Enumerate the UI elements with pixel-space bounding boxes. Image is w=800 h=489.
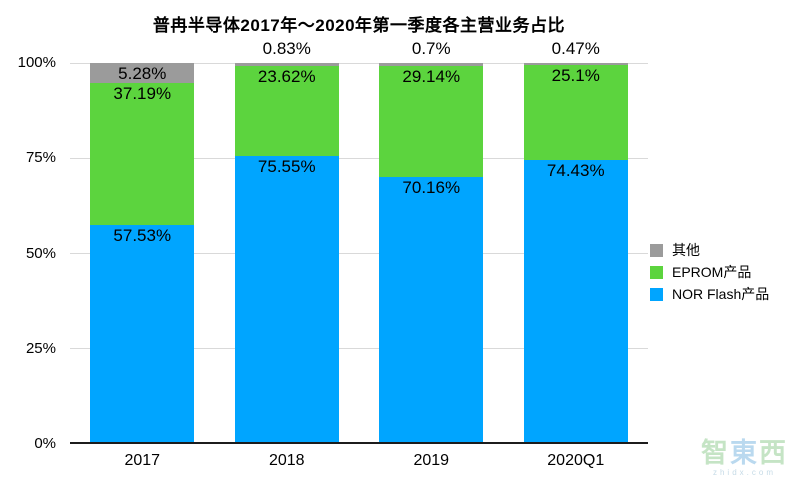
bar-2018: 75.55% 23.62%: [234, 63, 339, 444]
gridline-75: [70, 157, 648, 159]
bar-value-label: 70.16%: [402, 177, 461, 197]
bar-segment: [523, 160, 628, 444]
chart-title: 普冉半导体2017年～2020年第一季度各主营业务占比: [152, 16, 566, 35]
gridline-25: [70, 348, 648, 350]
bar-value-label: 75.55%: [257, 157, 316, 177]
legend-swatch: [650, 287, 663, 301]
legend-label: EPROM产品: [672, 264, 752, 280]
bar-value-label: 0.47%: [551, 39, 600, 58]
x-tick-label: 2019: [413, 452, 450, 469]
bar-segment: [379, 65, 484, 177]
bar-2020Q1: 74.43% 25.1%: [523, 63, 628, 444]
legend-item: NOR Flash产品: [650, 287, 769, 301]
legend-swatch: [650, 265, 663, 279]
bar-value-label: 5.28%: [118, 64, 167, 83]
legend-label: NOR Flash产品: [672, 286, 770, 302]
bar-segment: [90, 224, 195, 444]
x-axis-line: [70, 442, 648, 444]
bar-segment: [234, 156, 339, 444]
legend-swatch: [650, 243, 663, 257]
y-tick-label: 25%: [25, 339, 56, 357]
gridline-50: [70, 253, 648, 254]
bar-value-label: 25.1%: [551, 65, 600, 85]
bar-segment: [234, 63, 339, 67]
y-tick-label: 0%: [34, 435, 56, 452]
bar-segment: [90, 83, 195, 225]
y-tick-label: 50%: [25, 244, 56, 262]
bar-value-label: 23.62%: [257, 67, 316, 87]
legend-label: 其他: [672, 242, 700, 258]
bar-segment: [90, 63, 195, 84]
legend: 其他 EPROM产品 NOR Flash产品: [650, 243, 769, 309]
bar-segment: [234, 66, 339, 157]
watermark-char: 東: [730, 438, 759, 468]
y-tick-label: 75%: [25, 149, 56, 167]
bar-segment: [523, 64, 628, 161]
watermark-char: 西: [759, 438, 788, 468]
bar-2019: 70.16% 29.14%: [379, 63, 484, 444]
plot-area: 57.53% 37.19% 5.28% 2017 0.83% 75.55% 23.62% 20…: [70, 40, 648, 469]
bar-segment: [379, 176, 484, 444]
bar-segment: [523, 63, 628, 65]
bar-value-label: 29.14%: [402, 66, 461, 86]
legend-item: EPROM产品: [650, 265, 769, 279]
y-tick-label: 100%: [17, 54, 56, 71]
bar-2017: 57.53% 37.19% 5.28%: [90, 63, 195, 444]
bar-value-label: 57.53%: [113, 225, 172, 245]
watermark-char: 智: [701, 438, 730, 468]
x-tick-label: 2020Q1: [547, 452, 605, 469]
bar-segment: [379, 63, 484, 66]
bar-value-label: 0.83%: [262, 39, 311, 58]
x-tick-label: 2017: [124, 452, 161, 469]
watermark-url-text: zhidx.com: [712, 468, 776, 477]
x-tick-label: 2018: [268, 452, 305, 469]
legend-item: 其他: [650, 243, 769, 257]
watermark: 智東西 zhidx.com: [701, 439, 788, 477]
watermark-logo-text: 智東西: [701, 439, 788, 467]
bar-value-label: 74.43%: [546, 161, 605, 181]
gridline-100: [70, 62, 648, 64]
bar-value-label: 37.19%: [113, 84, 172, 104]
bar-value-label: 0.7%: [411, 39, 451, 58]
